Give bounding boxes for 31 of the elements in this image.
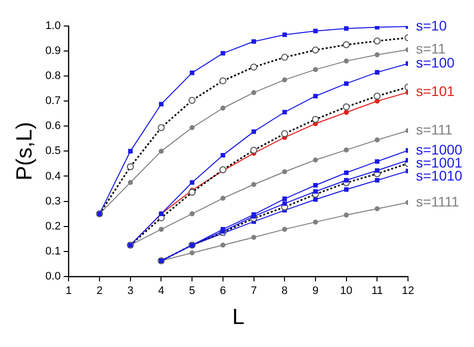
y-tick-label: 0.5 — [45, 145, 61, 158]
y-tick-label: 1.0 — [45, 20, 61, 32]
x-tick-label: 2 — [96, 285, 103, 298]
y-tick-label: 0.4 — [45, 170, 61, 182]
series-label: s=101 — [416, 83, 455, 100]
y-tick-label: 0.6 — [45, 120, 61, 132]
x-tick-label: 12 — [402, 285, 414, 298]
y-tick-label: 0.3 — [45, 195, 61, 208]
series-label: s=1111 — [416, 193, 460, 210]
series-label: s=111 — [416, 122, 453, 138]
y-tick-label: 0.2 — [45, 220, 61, 232]
x-tick-label: 5 — [189, 285, 196, 298]
series-label: s=10 — [416, 17, 447, 34]
x-tick-label: 1 — [66, 285, 72, 298]
x-tick-label: 3 — [127, 285, 134, 298]
x-tick-label: 8 — [282, 285, 288, 298]
x-tick-label: 6 — [220, 285, 226, 298]
series-label: s=100 — [416, 54, 455, 70]
x-axis-title: L — [232, 304, 244, 329]
series-label: s=11 — [416, 40, 446, 57]
x-tick-label: 10 — [340, 285, 352, 298]
y-tick-label: 0.1 — [45, 245, 61, 258]
x-tick-label: 11 — [371, 285, 383, 298]
x-tick-label: 4 — [158, 285, 164, 298]
y-tick-label: 0.8 — [45, 70, 61, 82]
y-axis-title: P(s,L) — [11, 122, 36, 181]
y-tick-label: 0.0 — [45, 270, 61, 282]
x-tick-label: 9 — [312, 285, 319, 298]
x-tick-label: 7 — [250, 285, 257, 298]
y-tick-label: 0.7 — [45, 95, 61, 108]
y-tick-label: 0.9 — [45, 45, 61, 58]
